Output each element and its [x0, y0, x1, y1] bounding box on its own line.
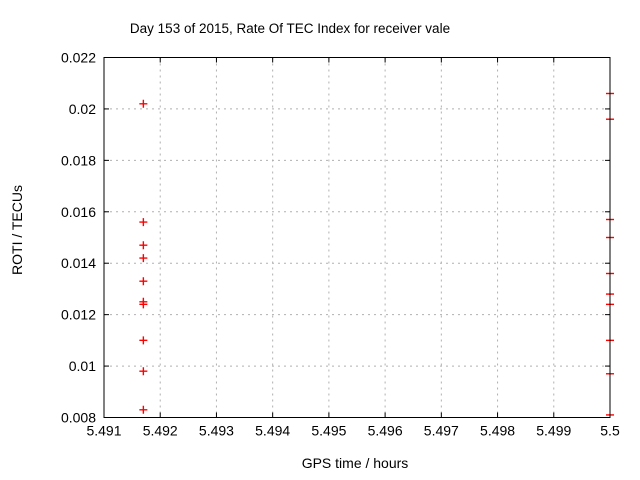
y-tick-label: 0.008 — [61, 410, 96, 426]
data-point-marker — [139, 300, 148, 309]
y-tick-label: 0.016 — [61, 204, 96, 220]
x-tick-label: 5.492 — [143, 423, 178, 439]
x-axis-label: GPS time / hours — [301, 455, 409, 471]
x-tick-label: 5.495 — [311, 423, 346, 439]
y-tick-label: 0.014 — [61, 255, 96, 271]
plot-border — [103, 57, 611, 418]
x-tick-label: 5.5 — [600, 423, 620, 439]
x-tick-label: 5.498 — [480, 423, 515, 439]
data-point-marker — [139, 277, 148, 286]
chart-title: Day 153 of 2015, Rate Of TEC Index for r… — [129, 21, 451, 36]
x-tick-label: 5.493 — [199, 423, 234, 439]
x-tick-label: 5.499 — [536, 423, 571, 439]
data-point-marker — [139, 241, 148, 250]
x-tick-label: 5.497 — [424, 423, 459, 439]
data-point-marker — [139, 99, 148, 108]
data-point-marker — [139, 367, 148, 376]
y-tick-label: 0.02 — [69, 101, 96, 117]
x-tick-label: 5.494 — [255, 423, 290, 439]
x-tick-label: 5.496 — [368, 423, 403, 439]
data-point-marker — [139, 405, 148, 414]
y-tick-label: 0.012 — [61, 307, 96, 323]
data-point-marker — [139, 336, 148, 345]
y-tick-label: 0.01 — [69, 358, 96, 374]
y-tick-label: 0.018 — [61, 152, 96, 168]
data-point-marker — [139, 218, 148, 227]
data-point-marker — [139, 254, 148, 263]
y-tick-label: 0.022 — [61, 50, 96, 66]
x-tick-label: 5.491 — [86, 423, 121, 439]
